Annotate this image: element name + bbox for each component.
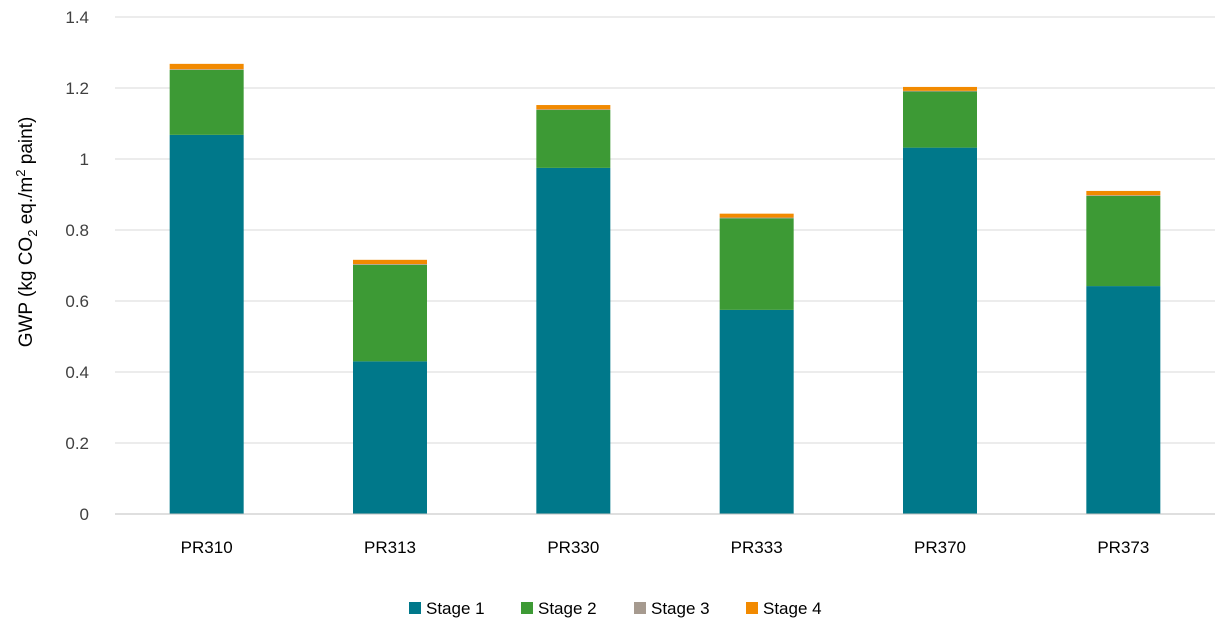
bar-segment-stage-2 [169, 69, 244, 135]
bar-segment-stage-4 [719, 213, 794, 218]
bar-segment-stage-4 [536, 105, 611, 110]
bar-segment-stage-2 [903, 91, 977, 148]
y-axis-label-part: GWP (kg CO [16, 237, 37, 348]
bar-segment-stage-1 [1086, 286, 1161, 514]
y-tick-label: 0.2 [65, 434, 89, 453]
legend-label: Stage 3 [651, 599, 710, 618]
y-tick-label: 0.4 [65, 363, 89, 382]
x-category-label: PR330 [547, 538, 599, 557]
x-category-label: PR313 [364, 538, 416, 557]
legend-label: Stage 2 [538, 599, 597, 618]
bars [169, 63, 1161, 515]
y-tick-label: 1.2 [65, 79, 89, 98]
bar-segment-stage-2 [353, 264, 427, 362]
legend-swatch [746, 602, 758, 614]
bar-segment-stage-3 [719, 217, 794, 219]
legend-label: Stage 4 [763, 599, 822, 618]
x-category-label: PR370 [914, 538, 966, 557]
gridlines [115, 16, 1215, 444]
legend-label: Stage 1 [426, 599, 485, 618]
bar-segment-stage-4 [1086, 190, 1161, 196]
bar-segment-stage-2 [719, 218, 794, 310]
bar-segment-stage-4 [353, 259, 427, 265]
y-axis-ticks: 0 0.2 0.4 0.6 0.8 1 1.2 1.4 [65, 8, 89, 524]
y-tick-label: 0.8 [65, 221, 89, 240]
legend: Stage 1 Stage 2 Stage 3 Stage 4 [409, 599, 822, 618]
bar-segment-stage-1 [169, 134, 244, 515]
x-category-label: PR310 [181, 538, 233, 557]
x-category-label: PR373 [1097, 538, 1149, 557]
bar-segment-stage-3 [903, 90, 977, 92]
bar-segment-stage-1 [536, 167, 611, 514]
x-axis-categories: PR310 PR313 PR330 PR333 PR370 PR373 [181, 538, 1150, 557]
y-tick-label: 1 [80, 150, 89, 169]
bar-segment-stage-2 [536, 110, 611, 168]
y-axis-label: GWP (kg CO2 eq./m2 paint) [13, 117, 40, 348]
legend-swatch [409, 602, 421, 614]
bar-segment-stage-3 [169, 69, 244, 70]
x-category-label: PR333 [731, 538, 783, 557]
bar-segment-stage-4 [903, 86, 977, 91]
y-axis-label-part: eq./m [16, 177, 37, 230]
bar-segment-stage-1 [353, 361, 427, 514]
y-tick-label: 0.6 [65, 292, 89, 311]
legend-swatch [634, 602, 646, 614]
y-axis-label-subscript: 2 [25, 230, 40, 237]
bar-segment-stage-3 [536, 109, 611, 111]
legend-swatch [521, 602, 533, 614]
bar-segment-stage-3 [353, 264, 427, 265]
bar-segment-stage-1 [719, 309, 794, 514]
y-tick-label: 1.4 [65, 8, 89, 27]
y-axis-label-superscript: 2 [13, 170, 28, 177]
y-tick-label: 0 [80, 505, 89, 524]
bar-segment-stage-4 [169, 63, 244, 70]
y-axis-label-part: paint) [16, 117, 37, 170]
bar-segment-stage-2 [1086, 195, 1161, 287]
bar-segment-stage-1 [903, 147, 977, 514]
bar-segment-stage-3 [1086, 195, 1161, 196]
